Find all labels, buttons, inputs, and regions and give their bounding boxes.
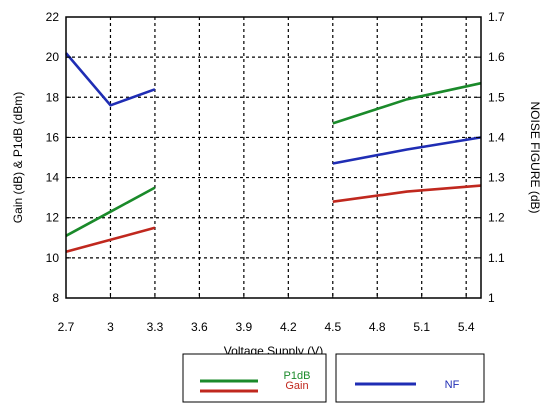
series-line-nf [65,52,156,107]
legend-box [335,353,485,403]
y2-tick-label: 1.3 [488,171,505,185]
ticks [65,16,481,299]
legend-label-p1db: P1dB [284,370,311,382]
grid [66,17,481,298]
y2-tick-label: 1.4 [488,130,505,144]
y2-tick-label: 1 [488,291,495,305]
tick-labels: 2.7 3 3.3 3.6 3.9 4.2 4.5 4.8 5.1 5.4 8 10 12 14 16 18 2… [46,10,505,334]
x-tick-label: 4.8 [369,320,386,334]
x-tick-label: 4.5 [324,320,341,334]
x-tick-label: 2.7 [58,320,75,334]
y2-tick-label: 1.5 [488,90,505,104]
series-line-nf [332,136,482,165]
series-lines [65,52,482,254]
legend-box [182,353,327,403]
y-tick-label: 20 [46,50,60,64]
legend-label-nf: NF [445,379,460,391]
y-tick-label: 8 [52,291,59,305]
x-tick-label: 4.2 [280,320,297,334]
plot-frame [65,16,482,299]
series-line-gain [332,184,482,203]
legend-label-gain: Gain [285,380,308,392]
y2-tick-label: 1.7 [488,10,505,24]
x-tick-label: 3.6 [191,320,208,334]
y2-tick-label: 1.2 [488,211,505,225]
y-tick-label: 16 [46,130,60,144]
series-line-p1db [65,186,156,237]
x-tick-label: 3.9 [236,320,253,334]
y2-tick-label: 1.6 [488,50,505,64]
x-tick-label: 3 [107,320,114,334]
series-line-p1db [332,81,482,125]
x-tick-label: 5.4 [458,320,475,334]
y-tick-label: 22 [46,10,60,24]
y-tick-label: 12 [46,211,60,225]
y-axis-label: Gain (dB) & P1dB (dBm) [11,92,25,223]
x-tick-label: 3.3 [147,320,164,334]
y-tick-label: 10 [46,251,60,265]
series-line-gain [65,226,156,254]
y2-tick-label: 1.1 [488,251,505,265]
x-tick-label: 5.1 [413,320,430,334]
y-tick-label: 18 [46,90,60,104]
y2-axis-label: NOISE FIGURE (dB) [528,101,542,213]
y-tick-label: 14 [46,171,60,185]
